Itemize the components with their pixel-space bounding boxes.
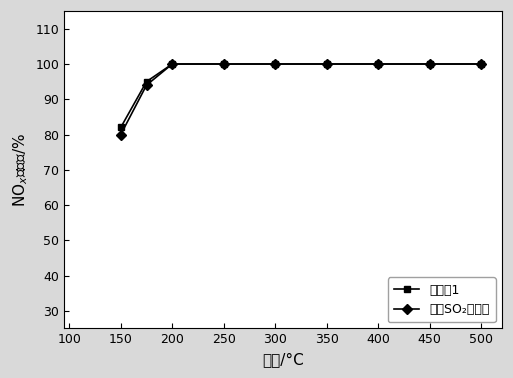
通入SO₂老化后 [272,62,279,66]
Line: 实施例1: 实施例1 [117,60,485,131]
通入SO₂老化后 [144,83,150,87]
实施例1 [144,79,150,84]
实施例1 [324,62,330,66]
通入SO₂老化后 [478,62,484,66]
通入SO₂老化后 [324,62,330,66]
实施例1 [169,62,175,66]
通入SO₂老化后 [221,62,227,66]
Legend: 实施例1, 通入SO₂老化后: 实施例1, 通入SO₂老化后 [388,277,496,322]
实施例1 [427,62,433,66]
通入SO₂老化后 [427,62,433,66]
Line: 通入SO₂老化后: 通入SO₂老化后 [117,60,485,138]
实施例1 [117,125,124,130]
实施例1 [221,62,227,66]
通入SO₂老化后 [375,62,381,66]
实施例1 [375,62,381,66]
通入SO₂老化后 [117,132,124,137]
实施例1 [272,62,279,66]
X-axis label: 温度/°C: 温度/°C [262,352,304,367]
实施例1 [478,62,484,66]
Y-axis label: NO$_x$转化率/%: NO$_x$转化率/% [11,133,30,207]
通入SO₂老化后 [169,62,175,66]
